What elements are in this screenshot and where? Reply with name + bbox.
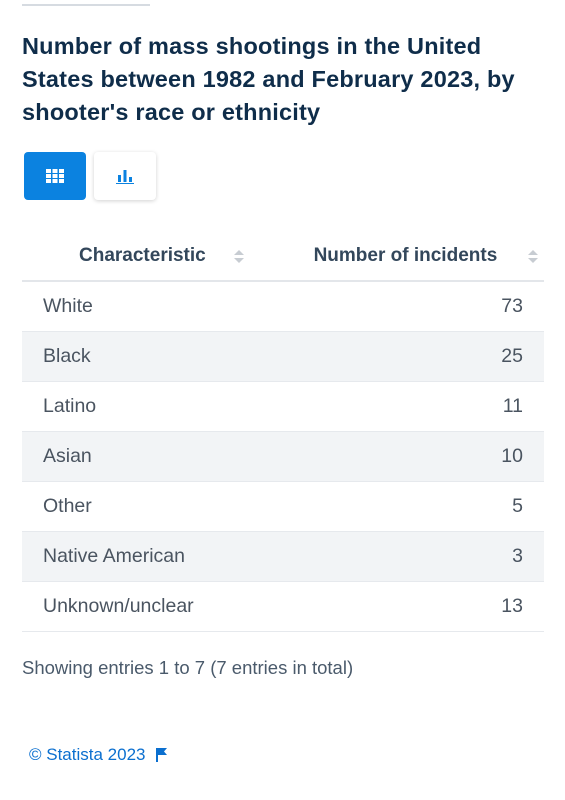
row-value: 73 (263, 281, 544, 332)
row-label: Black (22, 331, 264, 382)
column-header-label: Characteristic (79, 245, 206, 266)
table-row: Asian 10 (22, 431, 544, 482)
flag-icon[interactable] (155, 748, 167, 762)
data-table: Characteristic Number of incidents White… (22, 232, 544, 632)
row-label: Native American (22, 531, 264, 582)
row-value: 25 (263, 331, 544, 382)
row-value: 11 (263, 381, 544, 432)
table-row: White 73 (22, 281, 544, 332)
row-value: 10 (263, 431, 544, 482)
chart-view-button[interactable] (94, 152, 156, 200)
table-row: Other 5 (22, 481, 544, 532)
row-value: 3 (263, 531, 544, 582)
row-label: Asian (22, 431, 264, 482)
bar-chart-icon (116, 170, 134, 184)
row-label: Unknown/unclear (22, 581, 264, 632)
column-header-label: Number of incidents (313, 245, 498, 266)
row-value: 13 (263, 581, 544, 632)
chart-title: Number of mass shootings in the United S… (22, 33, 515, 125)
sort-icon[interactable] (233, 249, 244, 263)
table-grid-icon (46, 169, 64, 183)
table-row: Unknown/unclear 13 (22, 581, 544, 632)
copyright-link[interactable]: © Statista 2023 (29, 745, 146, 764)
row-label: White (22, 281, 264, 332)
sort-icon[interactable] (528, 249, 538, 263)
row-label: Latino (22, 381, 264, 432)
column-header-incidents[interactable]: Number of incidents (264, 232, 544, 281)
table-header-row: Characteristic Number of incidents (22, 232, 544, 281)
row-label: Other (22, 481, 264, 532)
footer-credit[interactable]: © Statista 2023 (29, 745, 167, 765)
top-divider (22, 4, 150, 6)
table-row: Latino 11 (22, 381, 544, 432)
entries-summary: Showing entries 1 to 7 (7 entries in tot… (22, 657, 354, 678)
column-header-characteristic[interactable]: Characteristic (22, 232, 264, 281)
table-row: Native American 3 (22, 531, 544, 582)
row-value: 5 (263, 481, 544, 532)
table-row: Black 25 (22, 331, 544, 382)
table-view-button[interactable] (24, 152, 86, 200)
